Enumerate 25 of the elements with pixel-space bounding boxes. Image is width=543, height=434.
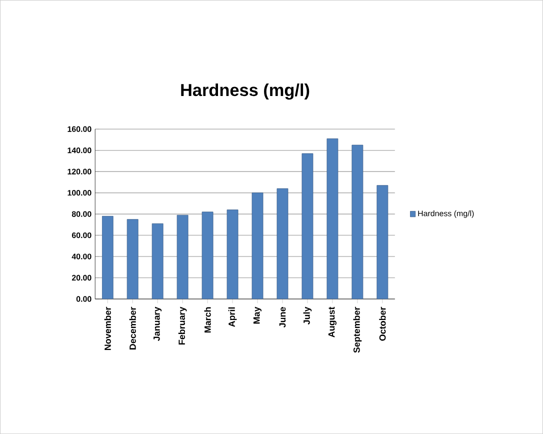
bar — [126, 219, 138, 299]
bar — [176, 214, 188, 299]
bar — [102, 216, 114, 299]
x-tick-label: September — [353, 306, 362, 353]
x-tick-label: January — [154, 306, 162, 341]
x-tick-label: December — [129, 306, 136, 350]
x-tick-label: July — [303, 306, 312, 324]
x-tick-label: April — [228, 307, 237, 327]
bar — [276, 188, 288, 299]
x-tick-label: October — [379, 306, 386, 341]
bar — [226, 210, 238, 299]
x-tick-label: February — [178, 306, 187, 344]
x-tick-label: June — [279, 307, 286, 328]
x-tick-label: November — [104, 306, 111, 350]
bar — [376, 185, 388, 299]
x-tick-label: March — [204, 307, 211, 333]
x-tick-label: August — [328, 306, 336, 338]
bar — [152, 223, 164, 299]
chart-title: Hardness (mg/l) — [181, 83, 310, 100]
bar — [202, 212, 214, 299]
x-tick-label: May — [253, 306, 262, 324]
bar — [352, 144, 364, 299]
bar — [326, 138, 338, 299]
bar — [252, 192, 264, 299]
bar — [302, 153, 314, 299]
